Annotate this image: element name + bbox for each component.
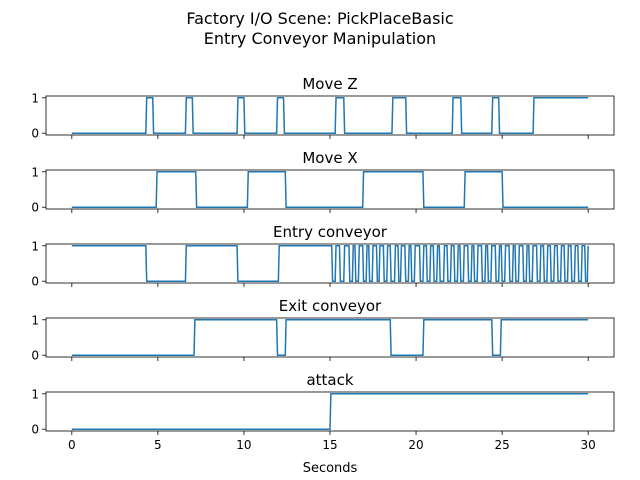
x-tick-label: 15 xyxy=(322,438,337,452)
axes-frame xyxy=(45,95,615,136)
y-tick-label: 1 xyxy=(31,313,39,327)
y-tick-label: 0 xyxy=(31,423,39,437)
y-tick-label: 0 xyxy=(31,349,39,363)
subplot-title: Exit conveyor xyxy=(279,297,382,315)
x-tick-label: 0 xyxy=(68,438,76,452)
y-tick-label: 1 xyxy=(31,239,39,253)
figure-title-line1: Factory I/O Scene: PickPlaceBasic xyxy=(186,9,453,28)
subplot-1: Move Z 0 1 xyxy=(31,75,615,141)
y-tick-label: 0 xyxy=(31,127,39,141)
x-tick-label: 30 xyxy=(581,438,596,452)
figure-title-line2: Entry Conveyor Manipulation xyxy=(204,29,436,48)
subplot-title: Move X xyxy=(302,149,357,167)
y-tick-label: 0 xyxy=(31,201,39,215)
series-line xyxy=(71,97,589,134)
subplot-title: Entry conveyor xyxy=(273,223,388,241)
series-line xyxy=(71,319,589,356)
x-tick-label: 20 xyxy=(408,438,423,452)
y-tick-label: 1 xyxy=(31,387,39,401)
subplot-title: attack xyxy=(306,371,353,389)
y-tick-label: 1 xyxy=(31,91,39,105)
subplot-3: Entry conveyor 0 1 xyxy=(31,223,615,289)
series-line xyxy=(71,393,589,430)
axes-frame xyxy=(45,317,615,358)
x-tick-label: 10 xyxy=(236,438,251,452)
y-tick-label: 0 xyxy=(31,275,39,289)
subplot-4: Exit conveyor 0 1 xyxy=(31,297,615,363)
subplot-2: Move X 0 1 xyxy=(31,149,615,215)
y-tick-label: 1 xyxy=(31,165,39,179)
x-tick-label: 25 xyxy=(494,438,509,452)
x-axis-label: Seconds xyxy=(303,461,358,476)
axes-frame xyxy=(45,169,615,210)
series-line xyxy=(71,171,589,208)
subplot-title: Move Z xyxy=(302,75,357,93)
x-tick-label: 5 xyxy=(154,438,162,452)
series-line xyxy=(71,245,589,282)
